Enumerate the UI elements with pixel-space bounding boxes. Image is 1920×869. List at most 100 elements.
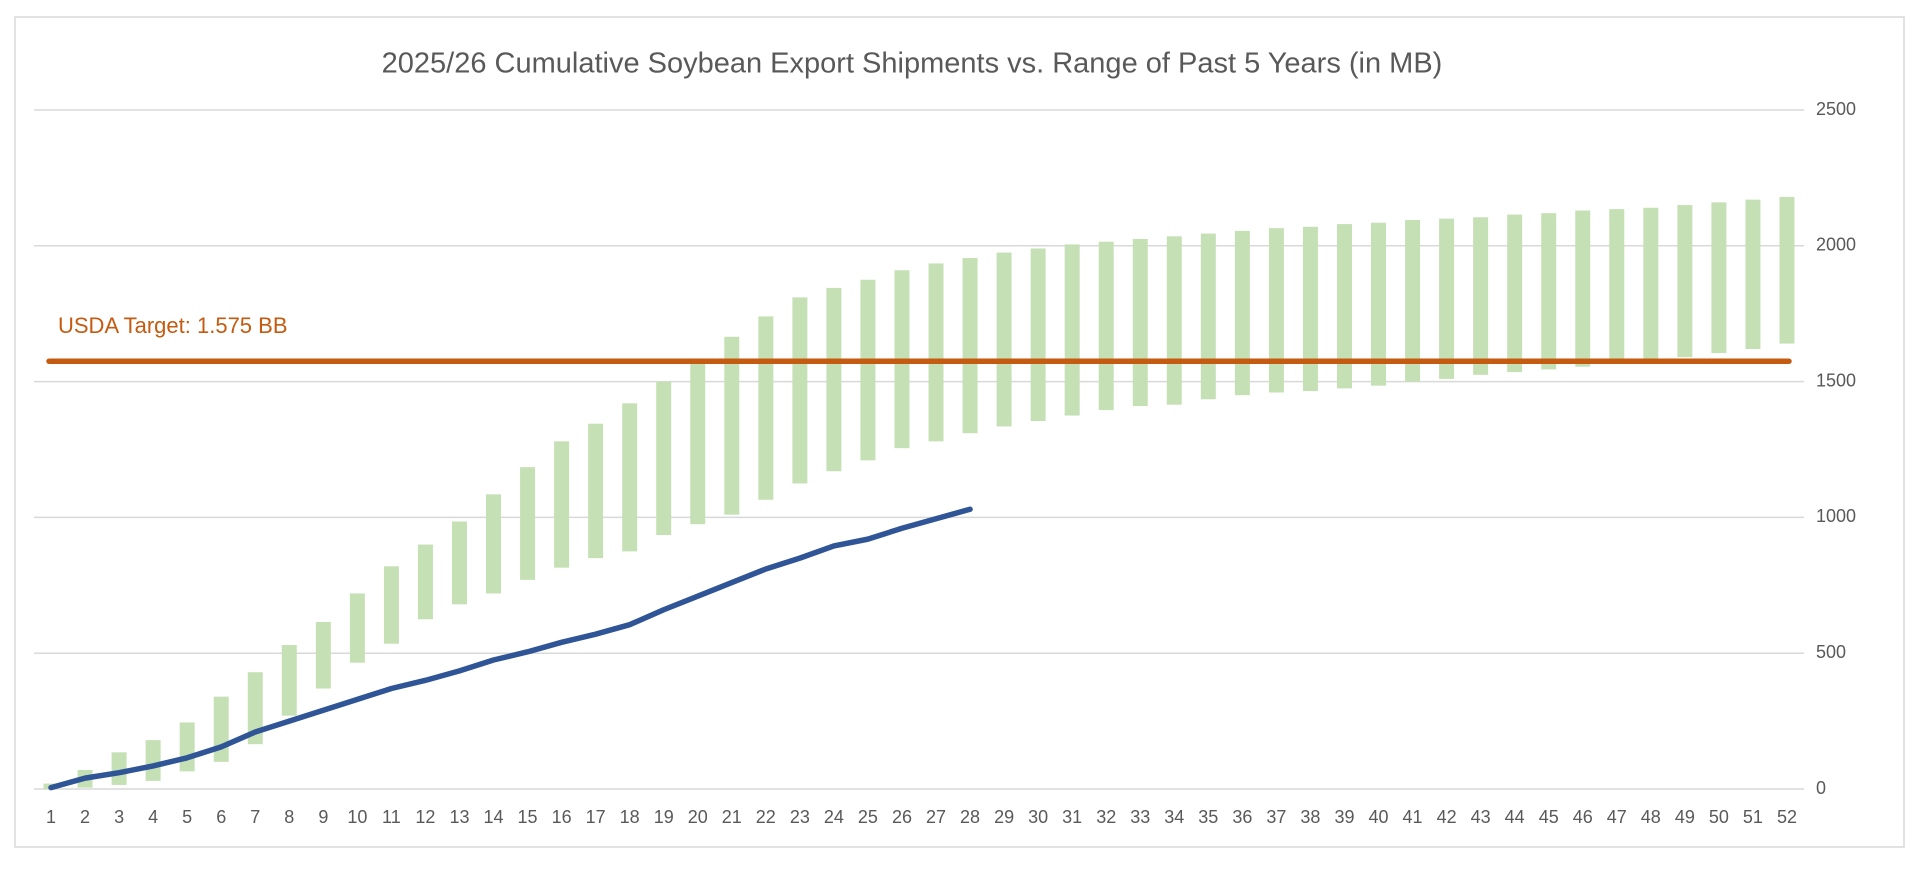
x-tick-label: 35 <box>1198 807 1218 827</box>
range-bar <box>486 494 502 594</box>
x-tick-label: 42 <box>1437 807 1457 827</box>
x-tick-label: 6 <box>216 807 226 827</box>
x-tick-label: 34 <box>1164 807 1184 827</box>
x-tick-label: 12 <box>415 807 435 827</box>
range-bar <box>451 521 467 605</box>
x-tick-label: 41 <box>1403 807 1423 827</box>
x-tick-label: 17 <box>586 807 606 827</box>
x-tick-label: 36 <box>1232 807 1252 827</box>
range-bar <box>554 441 570 568</box>
target-label: USDA Target: 1.575 BB <box>58 313 288 338</box>
x-tick-label: 31 <box>1062 807 1082 827</box>
x-tick-label: 39 <box>1334 807 1354 827</box>
x-tick-label: 46 <box>1573 807 1593 827</box>
x-tick-label: 11 <box>382 807 401 827</box>
range-bar <box>1541 213 1557 370</box>
x-tick-label: 33 <box>1130 807 1150 827</box>
range-bar <box>1745 199 1761 350</box>
range-bar <box>1643 207 1659 362</box>
range-bar <box>1336 224 1352 389</box>
range-bar <box>588 423 604 559</box>
range-bar <box>1371 222 1387 386</box>
x-tick-label: 25 <box>858 807 878 827</box>
x-tick-label: 32 <box>1096 807 1116 827</box>
range-bar <box>1779 196 1795 344</box>
x-tick-label: 30 <box>1028 807 1048 827</box>
x-tick-label: 27 <box>926 807 946 827</box>
range-bar <box>179 722 195 772</box>
range-bar <box>792 297 808 484</box>
range-bar <box>622 403 638 552</box>
x-tick-label: 19 <box>654 807 674 827</box>
y-tick-label: 2500 <box>1816 99 1856 119</box>
series-line <box>48 506 973 791</box>
x-tick-label: 40 <box>1369 807 1389 827</box>
range-bar <box>860 279 876 461</box>
range-bar <box>1166 236 1182 405</box>
x-tick-label: 23 <box>790 807 810 827</box>
range-bar <box>1439 218 1455 379</box>
x-tick-label: 45 <box>1539 807 1559 827</box>
range-bar <box>1302 226 1318 392</box>
range-bar <box>1268 228 1284 393</box>
range-bar <box>1234 230 1250 396</box>
range-bar <box>1098 241 1114 411</box>
x-tick-label: 15 <box>518 807 538 827</box>
range-bar <box>1132 239 1148 407</box>
range-bar <box>1575 210 1591 367</box>
x-tick-label: 29 <box>994 807 1014 827</box>
x-tick-label: 21 <box>722 807 742 827</box>
x-tick-label: 20 <box>688 807 708 827</box>
x-tick-label: 37 <box>1266 807 1286 827</box>
range-bar <box>656 381 672 536</box>
range-bar <box>996 252 1012 427</box>
x-tick-label: 9 <box>318 807 328 827</box>
x-tick-label: 48 <box>1641 807 1661 827</box>
range-bar <box>1064 244 1080 416</box>
y-tick-label: 2000 <box>1816 235 1856 255</box>
x-tick-label: 14 <box>484 807 504 827</box>
x-tick-label: 4 <box>148 807 158 827</box>
range-bar <box>1200 233 1216 400</box>
x-tick-label: 49 <box>1675 807 1695 827</box>
range-bar <box>281 645 297 716</box>
range-bar <box>111 752 127 785</box>
x-tick-label: 51 <box>1743 807 1763 827</box>
range-bar <box>758 316 774 500</box>
range-bar <box>1405 219 1421 382</box>
range-bar <box>1507 214 1523 373</box>
range-bar <box>1609 209 1625 364</box>
x-tick-label: 8 <box>284 807 294 827</box>
x-tick-label: 28 <box>960 807 980 827</box>
x-tick-label: 2 <box>80 807 90 827</box>
x-tick-label: 13 <box>449 807 469 827</box>
x-tick-label: 24 <box>824 807 844 827</box>
range-bar <box>724 336 740 515</box>
range-bar <box>1473 217 1489 375</box>
range-bar <box>962 258 978 434</box>
y-tick-label: 0 <box>1816 778 1826 798</box>
x-tick-label: 7 <box>250 807 260 827</box>
range-bar <box>145 740 161 781</box>
range-bar <box>690 362 706 525</box>
range-bar <box>826 287 842 472</box>
range-bar <box>349 593 365 663</box>
y-tick-label: 1500 <box>1816 370 1856 390</box>
x-tick-label: 5 <box>182 807 192 827</box>
x-tick-label: 22 <box>756 807 776 827</box>
x-tick-label: 52 <box>1777 807 1797 827</box>
x-tick-label: 1 <box>46 807 56 827</box>
x-tick-label: 44 <box>1505 807 1525 827</box>
x-tick-label: 50 <box>1709 807 1729 827</box>
range-bar <box>1711 202 1727 354</box>
x-tick-label: 38 <box>1300 807 1320 827</box>
x-tick-label: 18 <box>620 807 640 827</box>
range-bar <box>928 263 944 442</box>
x-tick-label: 16 <box>552 807 572 827</box>
range-bar <box>383 566 399 644</box>
y-tick-label: 500 <box>1816 642 1846 662</box>
range-bar <box>417 544 433 620</box>
range-bar <box>1677 205 1693 358</box>
x-tick-label: 43 <box>1471 807 1491 827</box>
